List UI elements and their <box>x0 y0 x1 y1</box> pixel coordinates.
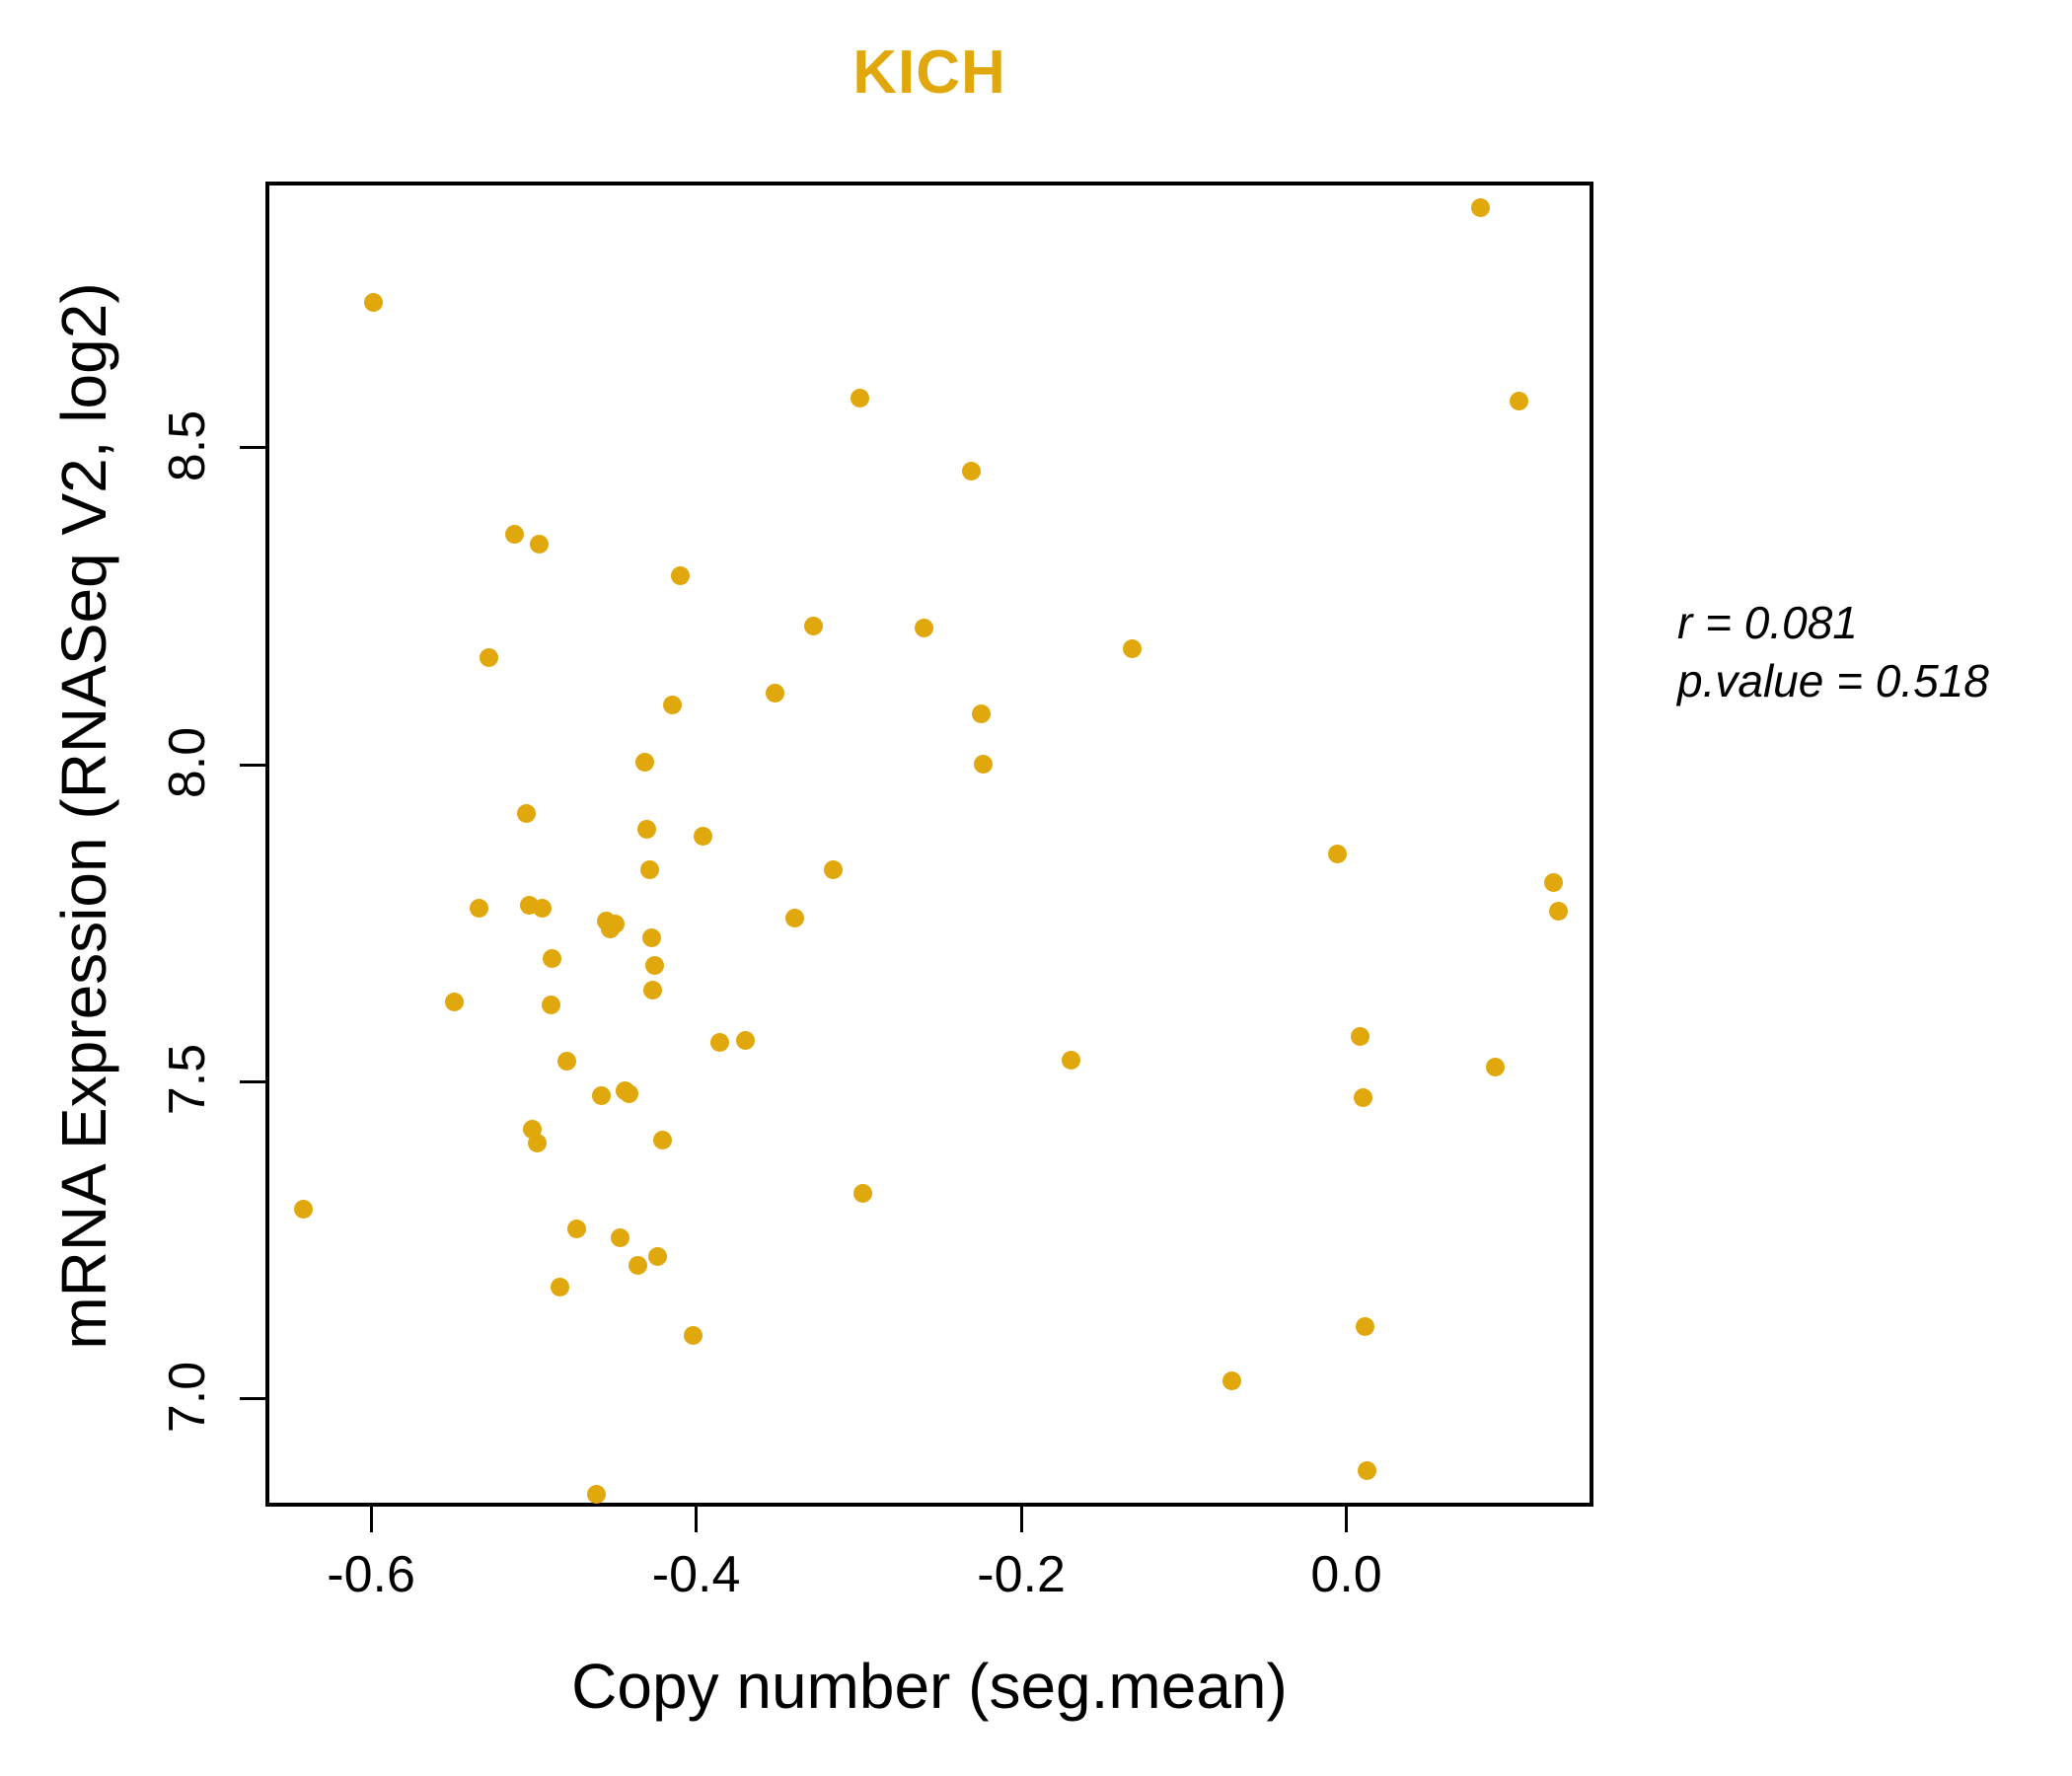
y-axis-tick-label: 7.0 <box>159 1361 216 1433</box>
data-point <box>523 1119 543 1139</box>
data-point <box>611 1228 630 1248</box>
data-point <box>1061 1051 1080 1071</box>
data-point <box>1510 391 1529 410</box>
x-axis-tick-mark <box>1345 1507 1349 1532</box>
data-point <box>470 899 489 919</box>
data-point <box>586 1485 606 1505</box>
data-point <box>479 648 498 668</box>
data-point <box>566 1219 586 1238</box>
data-point <box>551 1278 570 1297</box>
data-point <box>1485 1057 1505 1076</box>
data-point <box>962 461 982 481</box>
data-point <box>644 955 664 975</box>
data-point <box>591 1085 611 1105</box>
data-point <box>694 827 713 847</box>
data-point <box>663 696 683 715</box>
data-point <box>606 915 626 934</box>
data-point <box>972 703 992 723</box>
stats-annotation: r = 0.081 p.value = 0.518 <box>1677 594 1989 710</box>
data-point <box>804 617 824 636</box>
x-axis-tick-mark <box>1019 1507 1023 1532</box>
data-point <box>528 1134 548 1153</box>
x-axis-label: Copy number (seg.mean) <box>571 1651 1288 1722</box>
data-point <box>915 619 934 638</box>
data-point <box>824 860 844 880</box>
y-axis-tick-mark <box>240 763 265 767</box>
y-axis-tick-mark <box>240 1079 265 1083</box>
y-axis-label-wrapper: mRNA Expression (RNASeq V2, log2) <box>47 185 120 1447</box>
data-point <box>973 755 993 775</box>
data-point <box>640 860 659 880</box>
data-point <box>445 993 465 1012</box>
data-point <box>1544 873 1564 893</box>
data-point <box>684 1325 703 1345</box>
pvalue-value: p.value = 0.518 <box>1677 654 1989 706</box>
x-axis-tick-label: -0.2 <box>977 1546 1066 1603</box>
data-point <box>1221 1370 1241 1390</box>
data-point <box>852 1184 872 1204</box>
x-axis-tick-label: -0.4 <box>651 1546 741 1603</box>
data-point <box>736 1030 756 1050</box>
data-point <box>765 683 784 703</box>
x-axis-tick-label: -0.6 <box>327 1546 415 1603</box>
data-point <box>641 928 661 948</box>
data-point <box>543 949 562 969</box>
data-point <box>1355 1317 1374 1337</box>
data-point <box>1357 1461 1376 1481</box>
y-axis-tick-mark <box>240 446 265 450</box>
data-point <box>294 1200 314 1220</box>
data-point <box>653 1130 673 1149</box>
y-axis-tick-label: 8.5 <box>159 409 216 482</box>
plot-area <box>265 182 1593 1507</box>
page-title: KICH <box>852 38 1006 107</box>
data-point <box>533 899 553 919</box>
data-point <box>1354 1087 1373 1107</box>
y-axis-tick-label: 8.0 <box>159 727 216 799</box>
data-point <box>709 1033 729 1053</box>
data-point <box>1470 197 1490 217</box>
x-axis-tick-mark <box>695 1507 699 1532</box>
data-point <box>1123 638 1143 658</box>
data-point <box>648 1247 668 1267</box>
correlation-value: r = 0.081 <box>1677 597 1858 648</box>
y-axis-label: mRNA Expression (RNASeq V2, log2) <box>48 282 119 1350</box>
data-point <box>1350 1026 1369 1046</box>
y-axis-tick-label: 7.5 <box>159 1044 216 1116</box>
data-point <box>505 524 525 544</box>
data-point <box>619 1084 638 1104</box>
data-point <box>529 534 549 554</box>
data-point <box>635 753 655 773</box>
data-point <box>516 803 536 823</box>
data-point <box>1548 902 1568 922</box>
y-axis-tick-mark <box>240 1397 265 1401</box>
data-point <box>643 980 663 999</box>
data-point <box>556 1051 576 1071</box>
data-point <box>1327 845 1347 864</box>
data-point <box>363 293 383 313</box>
data-point <box>636 819 656 839</box>
data-point <box>629 1256 648 1276</box>
data-point <box>541 996 560 1015</box>
data-point <box>671 565 691 585</box>
data-points-layer <box>269 185 1590 1505</box>
x-axis-tick-label: 0.0 <box>1310 1546 1382 1603</box>
x-axis-tick-mark <box>369 1507 373 1532</box>
data-point <box>784 909 804 928</box>
data-point <box>850 388 869 407</box>
